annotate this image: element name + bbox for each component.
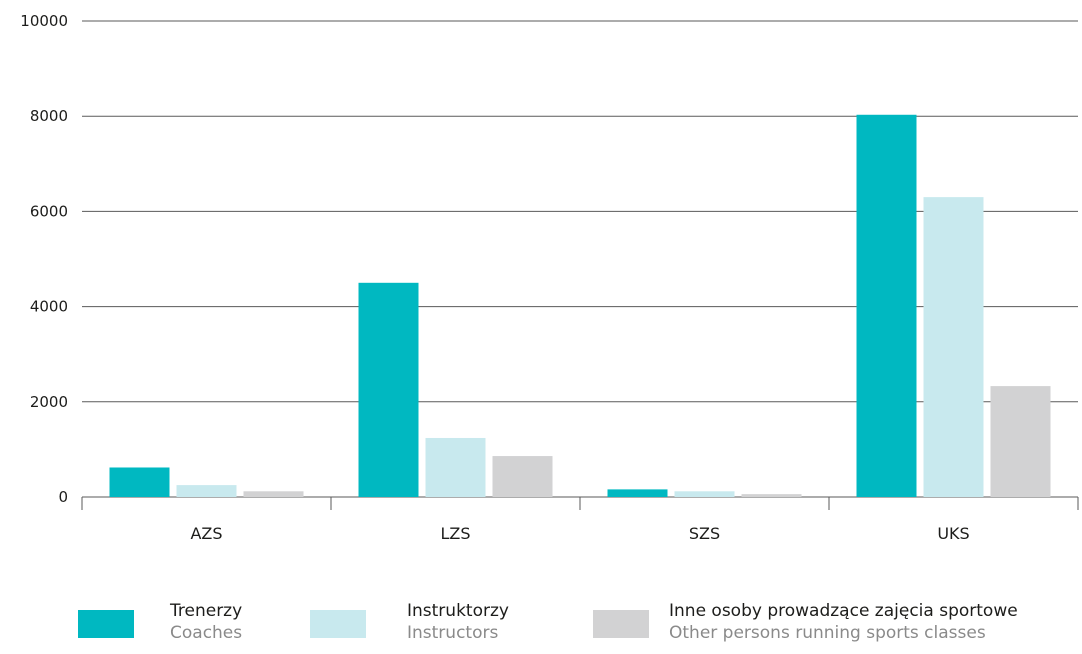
legend-swatch-trenerzy xyxy=(78,610,134,638)
bar xyxy=(109,467,170,497)
legend-label-pl: Inne osoby prowadzące zajęcia sportowe xyxy=(669,601,1018,621)
legend-swatch-instruktorzy xyxy=(310,610,366,638)
y-tick-label: 6000 xyxy=(30,202,68,220)
x-category-label: SZS xyxy=(689,524,720,543)
legend-label-pl: Instruktorzy xyxy=(407,601,509,621)
legend-label-pl: Trenerzy xyxy=(170,601,243,621)
bar xyxy=(358,282,419,497)
y-tick-label: 0 xyxy=(58,488,68,506)
bar xyxy=(990,386,1051,497)
legend: Trenerzy Coaches Instruktorzy Instructor… xyxy=(0,596,1082,654)
y-tick-label: 4000 xyxy=(30,298,68,316)
y-tick-label: 10000 xyxy=(20,12,68,30)
legend-label-en: Coaches xyxy=(170,623,243,643)
bar xyxy=(425,437,486,497)
bar-chart: 0 2000 4000 6000 8000 10000 AZS LZS SZS UKS xyxy=(20,12,1079,543)
x-category-label: LZS xyxy=(440,524,470,543)
bar xyxy=(674,491,735,497)
y-tick-label: 2000 xyxy=(30,393,68,411)
x-category-label: UKS xyxy=(937,524,969,543)
legend-label-en: Instructors xyxy=(407,623,499,643)
bar xyxy=(741,494,802,497)
y-tick-label: 8000 xyxy=(30,107,68,125)
bar xyxy=(243,491,304,497)
x-category-label: AZS xyxy=(190,524,222,543)
bar xyxy=(176,485,237,497)
bar xyxy=(492,456,553,497)
bar xyxy=(923,197,984,497)
bar xyxy=(607,489,668,497)
legend-swatch-inne-osoby xyxy=(593,610,649,638)
bar xyxy=(856,114,917,497)
legend-label-en: Other persons running sports classes xyxy=(669,623,986,643)
